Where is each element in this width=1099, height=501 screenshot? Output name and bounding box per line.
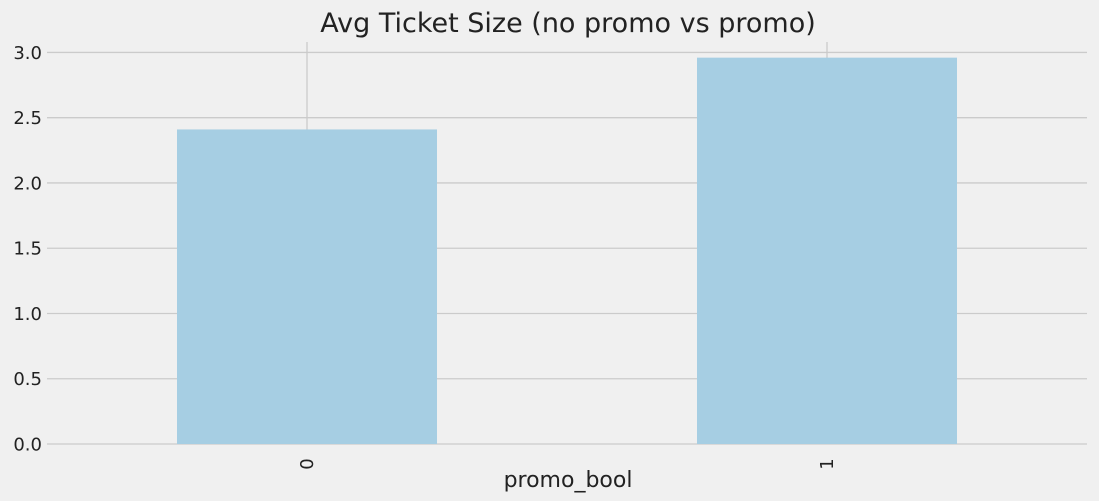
y-tick-label: 0.5	[13, 369, 42, 390]
y-tick-labels: 0.0 0.5 1.0 1.5 2.0 2.5 3.0	[13, 43, 42, 456]
y-tick-label: 2.0	[13, 173, 42, 194]
y-tick-label: 3.0	[13, 43, 42, 64]
bar-1	[697, 57, 957, 444]
chart-title: Avg Ticket Size (no promo vs promo)	[320, 8, 816, 39]
y-tick-label: 2.5	[13, 108, 42, 129]
x-tick-label: 0	[297, 458, 318, 469]
y-tick-label: 0.0	[13, 435, 42, 456]
x-tick-label: 1	[817, 458, 838, 469]
y-tick-label: 1.0	[13, 304, 42, 325]
bars	[177, 57, 957, 444]
bar-0	[177, 129, 437, 444]
y-tick-label: 1.5	[13, 239, 42, 260]
x-axis-label: promo_bool	[504, 468, 633, 493]
